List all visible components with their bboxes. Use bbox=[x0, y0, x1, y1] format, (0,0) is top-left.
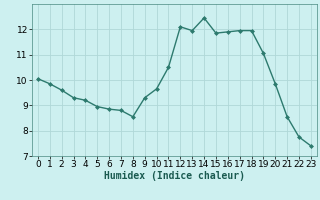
X-axis label: Humidex (Indice chaleur): Humidex (Indice chaleur) bbox=[104, 171, 245, 181]
